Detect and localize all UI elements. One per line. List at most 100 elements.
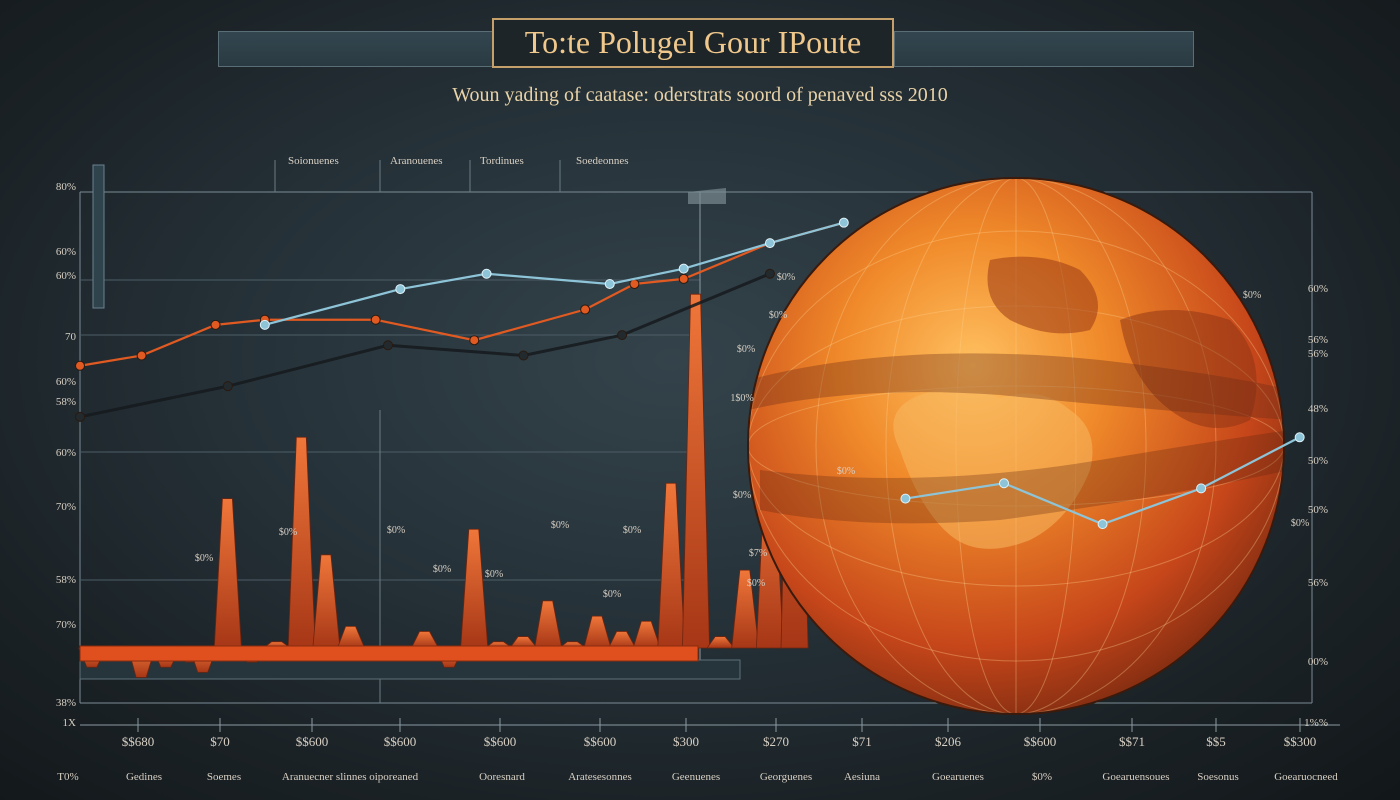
title-banner-right — [894, 31, 1194, 67]
series-line-dark — [79, 272, 771, 419]
y-tick-label-left: 70% — [56, 619, 76, 631]
y-tick-label-left: 60% — [56, 270, 76, 282]
x-tick-label: $$600 — [384, 734, 417, 749]
globe-illustration — [747, 177, 1285, 715]
data-point — [1196, 483, 1207, 494]
data-label: $0% — [1291, 518, 1309, 529]
x-category-label: Aratesesonnes — [568, 771, 632, 783]
data-point — [518, 350, 529, 361]
bar-series — [78, 293, 809, 678]
data-label: $0% — [603, 589, 621, 600]
chart-labels: 80% 60% 60% 70 60% 58% 60% 70% 58% 70% 38% 1X 60% 56%… — [56, 181, 1338, 783]
line-series-group — [75, 217, 1305, 530]
data-point — [999, 478, 1009, 489]
data-label: $7% — [749, 548, 767, 559]
x-tick-label: $$600 — [584, 734, 617, 749]
data-point — [617, 330, 628, 341]
data-point — [764, 238, 775, 249]
y-tick-label-left: 70% — [56, 501, 76, 513]
data-point — [580, 304, 591, 315]
data-label: $0% — [279, 527, 297, 538]
bar-baseline — [79, 645, 699, 662]
bar — [460, 528, 489, 649]
y-tick-label-left: 60% — [56, 376, 76, 388]
x-tick-label: $$5 — [1206, 734, 1226, 749]
data-point — [395, 284, 406, 295]
bar — [632, 620, 661, 649]
data-point — [1097, 519, 1108, 530]
y-tick-label-right: 00% — [1308, 656, 1328, 668]
legend-item: Soedeonnes — [576, 155, 629, 167]
x-category-label: Geenuenes — [672, 771, 720, 783]
bar — [682, 293, 710, 649]
bar — [287, 436, 316, 649]
data-point — [222, 381, 233, 392]
data-label: $0% — [769, 310, 787, 321]
data-point — [629, 278, 640, 289]
bar — [336, 625, 366, 649]
legend-item: Aranouenes — [390, 155, 443, 167]
data-label: $0% — [1243, 290, 1261, 301]
series-line-orange — [79, 221, 845, 367]
y-tick-label-left: 58% — [56, 396, 76, 408]
x-axis-ticks — [137, 718, 1301, 732]
data-point — [210, 319, 221, 330]
bar — [312, 554, 341, 649]
y-tick-label-left: 80% — [56, 181, 76, 193]
x-tick-label: $270 — [763, 734, 789, 749]
series-line-blue — [264, 221, 845, 326]
data-label: $0% — [777, 272, 795, 283]
data-point — [604, 278, 615, 289]
y-tick-label-left: 58% — [56, 574, 76, 586]
data-point — [469, 335, 480, 346]
y-tick-label-left: 38% — [56, 697, 76, 709]
x-tick-label: $71 — [852, 734, 872, 749]
bar — [657, 482, 686, 649]
data-label: $0% — [433, 564, 451, 575]
legend: Soionuenes Aranouenes Tordinues Soedeonn… — [288, 155, 629, 167]
x-tick-label: $$680 — [122, 734, 155, 749]
y-tick-label-left: 60% — [56, 447, 76, 459]
y-tick-label-right: 60% — [1308, 283, 1328, 295]
x-tick-label: $$600 — [296, 734, 329, 749]
y-tick-label-left: 70 — [65, 331, 77, 343]
x-tick-label: $$71 — [1119, 734, 1145, 749]
data-label: $0% — [551, 520, 569, 531]
y-tick-label-right: 1%% — [1304, 717, 1328, 729]
x-category-label: T0% — [57, 771, 78, 783]
bar — [213, 498, 242, 649]
x-category-label: Soesonus — [1197, 771, 1239, 783]
data-point — [1294, 432, 1305, 443]
bar — [583, 615, 612, 649]
chart-subtitle: Woun yading of caatase: oderstrats soord… — [452, 84, 948, 106]
data-point — [481, 268, 492, 279]
title-box: To:te Polugel Gour IPoute — [492, 18, 894, 68]
y-tick-label-left: 1X — [63, 717, 77, 729]
y-tick-label-right: 50% — [1308, 455, 1328, 467]
title-banner-left — [218, 31, 494, 67]
data-point — [764, 268, 775, 279]
x-tick-label: $300 — [673, 734, 699, 749]
y-tick-label-right: 56% — [1308, 334, 1328, 346]
y-tick-label-left: 60% — [56, 246, 76, 258]
data-point — [678, 273, 689, 284]
data-point — [75, 360, 85, 371]
data-point — [383, 340, 393, 351]
x-category-label: Aranuecner slinnes oiporeaned — [282, 771, 419, 783]
y-tick-label-right: 48% — [1308, 403, 1328, 415]
data-label: 1$0% — [730, 393, 753, 404]
bar — [706, 636, 736, 649]
plot-frame — [79, 160, 1340, 726]
data-label: $0% — [195, 553, 213, 564]
data-point — [838, 217, 849, 228]
x-category-label: Ooresnard — [479, 771, 525, 783]
x-category-label: Gedines — [126, 771, 162, 783]
x-tick-label: $206 — [935, 734, 962, 749]
data-label: $0% — [387, 525, 405, 536]
bar — [731, 569, 760, 649]
data-point — [900, 493, 911, 504]
x-category-label: $0% — [1032, 771, 1052, 783]
data-point — [370, 314, 381, 325]
x-category-label: Goearuocneed — [1274, 771, 1338, 783]
